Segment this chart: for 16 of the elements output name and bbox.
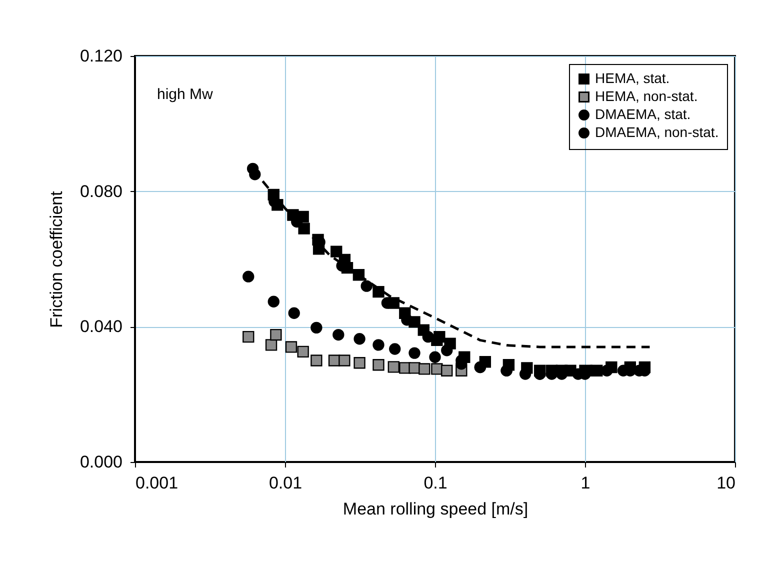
- legend-label: HEMA, stat.: [595, 70, 670, 86]
- x-tick-label: 10: [716, 474, 736, 492]
- y-tick-label: 0.080: [80, 182, 122, 201]
- x-tick-label: 0.01: [268, 474, 302, 492]
- x-tick-label: 0.1: [424, 474, 448, 492]
- annotation: high Mw: [157, 86, 214, 103]
- x-axis-title: Mean rolling speed [m/s]: [342, 500, 528, 518]
- legend-label: DMAEMA, non-stat.: [595, 124, 719, 140]
- y-tick-label: 0.040: [80, 317, 122, 336]
- x-tick-label: 1: [580, 474, 590, 492]
- legend-label: DMAEMA, stat.: [595, 106, 691, 122]
- legend-label: HEMA, non-stat.: [595, 88, 698, 104]
- y-tick-label: 0.120: [80, 46, 122, 66]
- y-tick-label: 0.000: [80, 452, 122, 472]
- x-tick-label: 0.001: [136, 474, 178, 492]
- y-axis-title: Friction coefficient: [46, 190, 66, 328]
